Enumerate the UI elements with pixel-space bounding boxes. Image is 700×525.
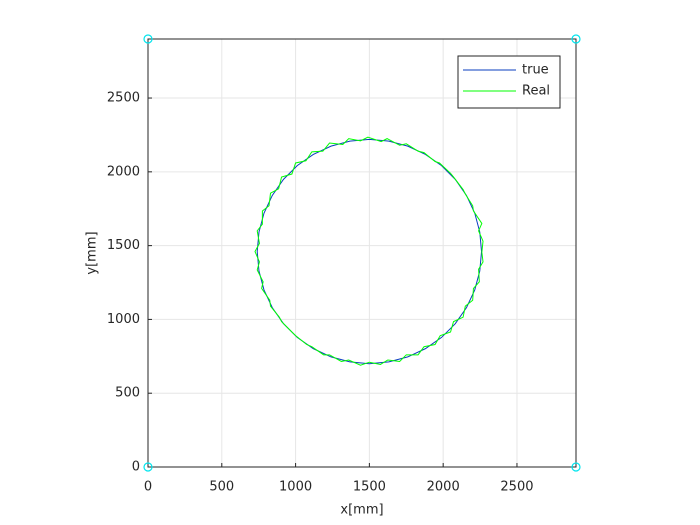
x-axis-label: x[mm] bbox=[340, 503, 383, 518]
x-tick-label: 1500 bbox=[353, 480, 386, 495]
marker bbox=[571, 462, 581, 472]
y-tick-label: 0 bbox=[132, 460, 140, 475]
y-tick-label: 2500 bbox=[107, 91, 140, 106]
y-tick-label: 1000 bbox=[107, 312, 140, 327]
x-tick-label: 0 bbox=[144, 480, 152, 495]
axes-box bbox=[147, 38, 577, 468]
x-tick-label: 2500 bbox=[500, 480, 533, 495]
legend-label: Real bbox=[522, 84, 550, 99]
marker bbox=[571, 34, 581, 44]
legend-box bbox=[457, 55, 561, 109]
series-line bbox=[254, 136, 484, 366]
y-tick-label: 1500 bbox=[107, 238, 140, 253]
y-axis-label: y[mm] bbox=[85, 231, 100, 274]
x-tick-label: 500 bbox=[209, 480, 234, 495]
x-tick-label: 1000 bbox=[279, 480, 312, 495]
marker bbox=[143, 34, 153, 44]
x-tick-label: 2000 bbox=[427, 480, 460, 495]
y-tick-label: 500 bbox=[115, 386, 140, 401]
legend-label: true bbox=[522, 63, 549, 78]
y-tick-label: 2000 bbox=[107, 164, 140, 179]
marker bbox=[143, 462, 153, 472]
